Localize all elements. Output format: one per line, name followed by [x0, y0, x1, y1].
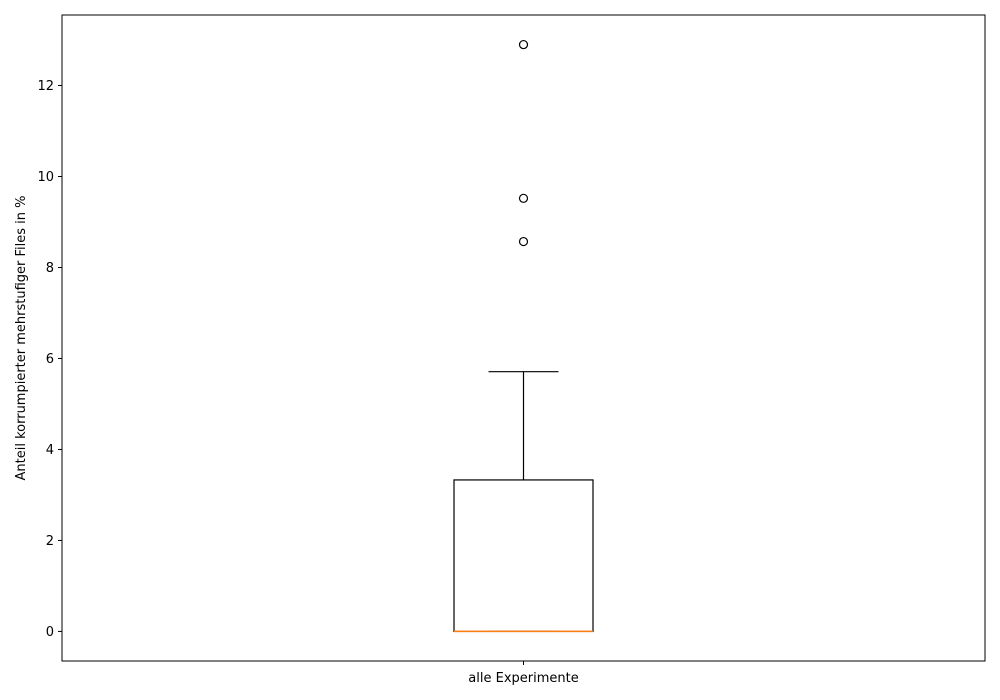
y-tick-label: 2: [46, 534, 54, 549]
y-tick-label: 8: [46, 261, 54, 276]
y-tick-label: 12: [37, 79, 54, 94]
y-axis-title: Anteil korrumpierter mehrstufiger Files …: [14, 195, 29, 480]
boxes: [453, 39, 594, 633]
plot-area: [61, 14, 986, 662]
x-tick-label: alle Experimente: [468, 671, 578, 686]
outlier-point: [518, 236, 529, 247]
y-axis: 0 2 4 6 8 10 12: [37, 79, 62, 640]
y-tick-label: 0: [46, 625, 54, 640]
y-tick-label: 6: [46, 352, 54, 367]
x-axis: alle Experimente: [468, 661, 579, 686]
y-tick-label: 4: [46, 443, 54, 458]
outlier-point: [518, 193, 529, 203]
y-tick-label: 10: [37, 170, 54, 185]
outlier-point: [518, 39, 529, 50]
